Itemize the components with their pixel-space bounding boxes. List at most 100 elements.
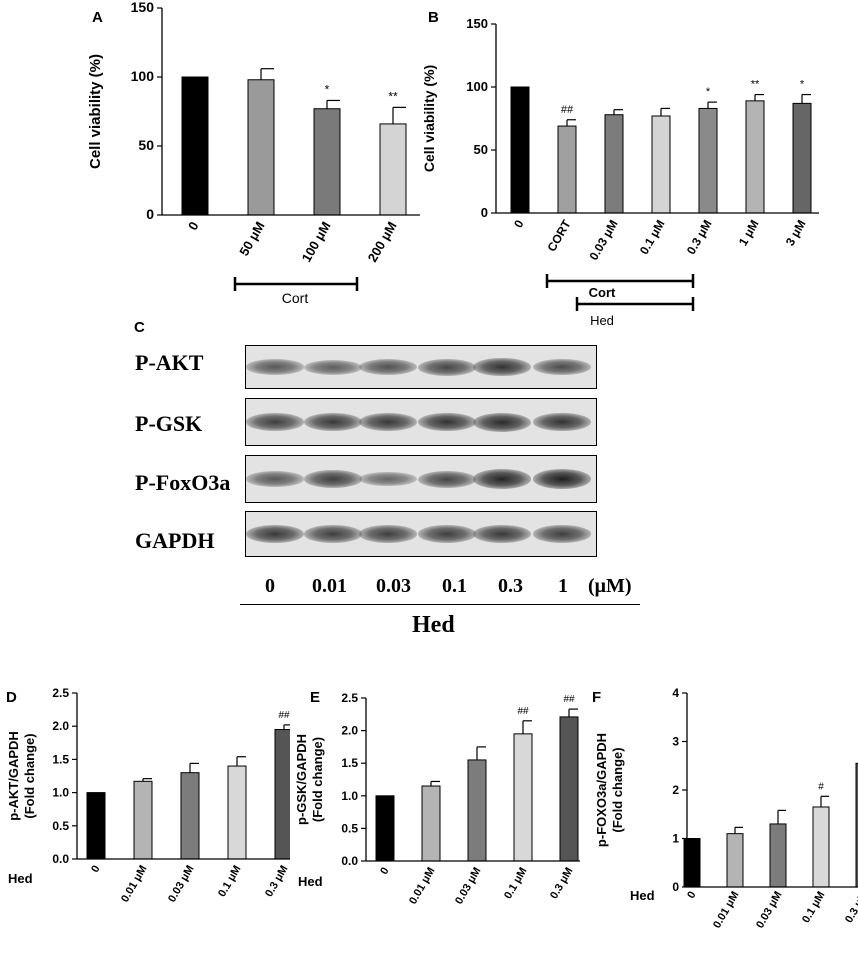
y-tick-label: 4 [672, 686, 679, 700]
y-axis-label-line: p-FOXO3a/GAPDH [594, 733, 609, 847]
blot-band [473, 357, 531, 377]
y-axis-label-line: p-AKT/GAPDH [6, 731, 21, 821]
x-tick-label: 0.3 μM [263, 864, 290, 900]
bar [683, 838, 701, 888]
bar [180, 772, 200, 860]
y-axis-label: Cell viability (%) [87, 54, 104, 169]
x-tick-label: 3 μM [783, 218, 809, 249]
y-axis-label-line: (Fold change) [310, 737, 325, 822]
bar [557, 125, 577, 214]
blot-band [304, 525, 362, 543]
x-tick-label: 0 [378, 866, 391, 877]
blot-concentration-label: 0.01 [312, 575, 347, 597]
row-label-hed: Hed [8, 871, 33, 886]
blot-band [304, 359, 362, 375]
y-tick-label: 100 [466, 79, 488, 94]
y-tick-label: 0.5 [52, 819, 69, 833]
blot-concentration-label: 0.1 [442, 575, 467, 597]
bar [467, 759, 487, 862]
y-tick-label: 0 [481, 205, 488, 220]
chart-panel-e: E 0.0 0.5 1.0 1.5 2.0 2.5 p-GSK/GAPDH(Fold chan… [294, 689, 580, 907]
blot-group-label: Hed [412, 612, 455, 638]
blot-strip [245, 511, 597, 557]
panel-letter: B [428, 9, 439, 26]
y-tick-label: 1 [672, 832, 679, 846]
blot-row-label: P-AKT [135, 350, 204, 375]
bar [604, 114, 624, 214]
y-tick-label: 1.5 [341, 756, 358, 770]
panel-letter-c: C [134, 319, 145, 336]
bar [513, 733, 533, 862]
bar [247, 79, 275, 216]
y-tick-label: 2 [672, 783, 679, 797]
bar [510, 86, 530, 214]
y-axis-label: p-AKT/GAPDH(Fold change) [6, 731, 37, 821]
y-tick-label: 1.0 [52, 786, 69, 800]
chart-panel-b: B 0 50 100 150 Cell viability (%) 0 ## CORT 0.03 … [421, 9, 819, 328]
bar [855, 762, 858, 888]
blot-band [533, 412, 591, 432]
x-tick-label: 0 [185, 219, 202, 233]
y-axis-label-line: Cell viability (%) [421, 65, 437, 172]
y-tick-label: 0 [672, 880, 679, 894]
significance-label: * [800, 79, 805, 91]
blot-band [473, 469, 531, 489]
x-tick-label: CORT [544, 217, 573, 254]
x-tick-label: 0.01 μM [711, 890, 742, 931]
blot-group-line [240, 604, 640, 605]
y-tick-label: 50 [474, 142, 488, 157]
significance-label: ## [561, 104, 574, 116]
bar [313, 108, 341, 216]
x-tick-label: 0 [89, 864, 102, 875]
x-tick-label: 0.3 μM [548, 866, 576, 902]
y-tick-label: 150 [466, 16, 488, 31]
y-tick-label: 1.0 [341, 789, 358, 803]
y-tick-label: 3 [672, 735, 679, 749]
x-tick-label: 0.03 μM [166, 864, 197, 905]
y-axis-label-line: p-GSK/GAPDH [294, 734, 309, 825]
blot-band [533, 525, 591, 543]
bar [375, 795, 395, 862]
bar [769, 823, 787, 888]
y-tick-label: 0.5 [341, 821, 358, 835]
bar [559, 716, 579, 862]
significance-label: ** [388, 89, 398, 103]
blot-band [246, 525, 304, 543]
row-label-hed: Hed [630, 888, 655, 903]
blot-band [359, 525, 417, 543]
blot-band [418, 470, 476, 488]
y-axis-label: p-FOXO3a/GAPDH(Fold change) [594, 733, 625, 847]
x-tick-label: 0 [511, 217, 527, 230]
x-tick-label: 0.03 μM [453, 866, 484, 907]
x-tick-label: 0.03 μM [586, 218, 620, 263]
x-tick-label: 0.01 μM [119, 864, 150, 905]
significance-label: ## [563, 694, 575, 705]
blot-row-label: P-FoxO3a [135, 470, 231, 495]
blot-panel-c: C [0, 315, 858, 645]
blot-band [418, 412, 476, 432]
x-tick-label: 100 μM [299, 219, 334, 265]
bar [745, 100, 765, 214]
y-tick-label: 100 [131, 68, 155, 84]
bar [726, 833, 744, 888]
blot-band [359, 359, 417, 375]
blot-band [359, 413, 417, 431]
y-axis-label-line: (Fold change) [610, 747, 625, 832]
x-tick-label: 0.3 μM [684, 218, 715, 257]
x-tick-label: 0.3 μM [843, 890, 858, 926]
x-tick-label: 0.1 μM [637, 218, 668, 257]
chart-panel-d: D 0.0 0.5 1.0 1.5 2.0 2.5 p-AKT/GAPDH(Fold chan… [6, 686, 290, 905]
bar [274, 729, 290, 860]
blot-strip [245, 398, 597, 446]
panel-letter: E [310, 689, 320, 706]
panel-letter: F [592, 689, 601, 706]
bar [133, 780, 153, 860]
panel-letter: D [6, 689, 17, 706]
row-label-hed: Hed [298, 874, 323, 889]
y-tick-label: 0.0 [341, 854, 358, 868]
chart-panel-a: A 0 50 100 150 Cell viability (%) 0 50 μM * 100 μ… [87, 0, 420, 306]
blot-strip [245, 455, 597, 503]
bar [379, 123, 407, 216]
blot-band [304, 470, 362, 488]
bar [698, 107, 718, 214]
